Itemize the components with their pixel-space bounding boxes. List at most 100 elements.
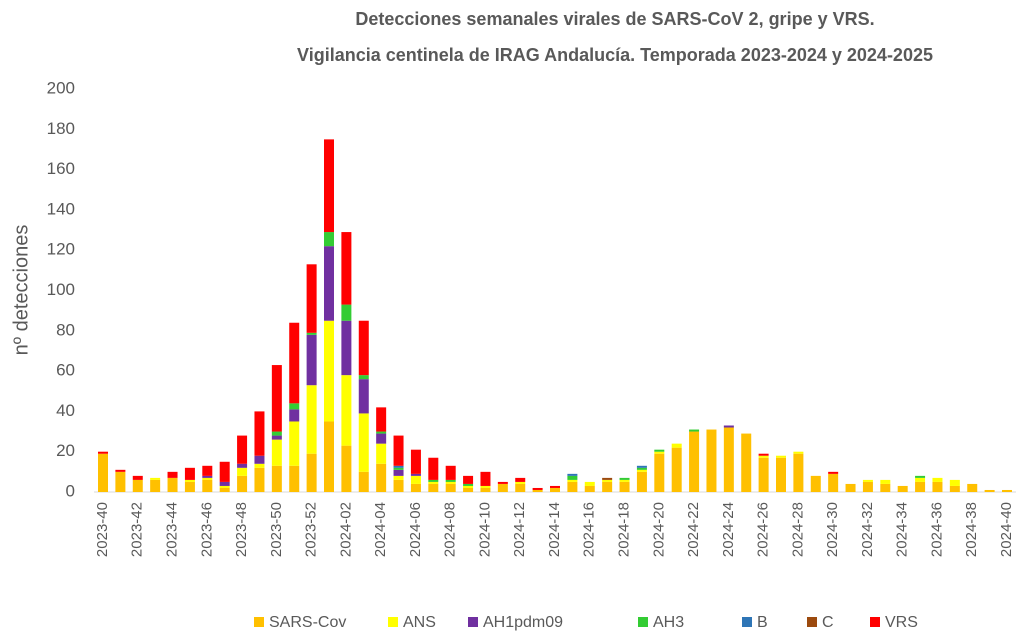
bar-segment — [184, 481, 195, 492]
bar-segment — [237, 467, 248, 476]
bar-segment — [602, 477, 613, 480]
bar-segment — [219, 481, 230, 486]
x-tick-label: 2024-28 — [789, 502, 806, 557]
bar-segment — [584, 485, 595, 492]
bar-segment — [654, 451, 665, 454]
y-tick-label: 140 — [47, 199, 75, 218]
y-tick-label: 20 — [56, 441, 75, 460]
bar-segment — [289, 322, 300, 404]
bar-segment — [324, 421, 334, 492]
bar-segment — [219, 487, 230, 492]
y-tick-label: 40 — [56, 401, 75, 420]
bar-segment — [254, 455, 265, 464]
bar-segment — [636, 471, 647, 492]
bar-segment — [376, 431, 387, 434]
bar-segment — [671, 447, 682, 492]
chart-title: Detecciones semanales virales de SARS-Co… — [355, 9, 874, 29]
x-tick-label: 2024-04 — [372, 502, 389, 557]
x-tick-label: 2024-32 — [859, 502, 876, 557]
bar-segment — [358, 375, 369, 380]
bar-segment — [202, 477, 213, 480]
bar-segment — [776, 455, 786, 458]
bar-segment — [219, 461, 230, 482]
bar-segment — [949, 479, 960, 486]
x-tick-label: 2024-12 — [511, 502, 528, 557]
bar-segment — [376, 433, 387, 444]
bar-segment — [324, 139, 334, 233]
x-tick-label: 2024-06 — [407, 502, 424, 557]
bar-segment — [324, 320, 334, 422]
chart-subtitle: Vigilancia centinela de IRAG Andalucía. … — [297, 45, 933, 65]
bar-segment — [237, 435, 248, 464]
bar-segment — [445, 479, 456, 482]
x-tick-label: 2024-34 — [894, 502, 911, 557]
bar-segment — [254, 467, 265, 492]
bar-segment — [410, 473, 421, 476]
x-tick-label: 2024-16 — [581, 502, 598, 557]
bar-segment — [445, 465, 456, 480]
bar-segment — [393, 469, 404, 476]
bar-segment — [602, 479, 613, 482]
x-tick-label: 2023-50 — [268, 502, 285, 557]
bar-segment — [463, 487, 474, 492]
bar-segment — [306, 453, 317, 492]
x-tick-label: 2024-10 — [476, 502, 493, 557]
bar-segment — [845, 483, 856, 492]
bar-segment — [184, 467, 195, 480]
legend-label: VRS — [885, 614, 918, 631]
bar-segment — [480, 487, 491, 492]
bar-segment — [915, 477, 926, 482]
bar-segment — [463, 483, 474, 486]
legend-swatch — [807, 617, 817, 627]
bar-segment — [150, 477, 161, 480]
bar-segment — [723, 425, 734, 428]
bar-segment — [115, 471, 126, 492]
x-tick-label: 2024-18 — [616, 502, 633, 557]
bar-segment — [150, 479, 161, 492]
bar-segment — [550, 485, 560, 488]
bar-segment — [497, 481, 508, 484]
bar-segment — [636, 467, 647, 470]
bar-segment — [758, 457, 769, 492]
bar-segment — [862, 479, 873, 482]
bar-segment — [723, 427, 734, 492]
bar-segment — [393, 479, 404, 492]
x-tick-label: 2024-38 — [963, 502, 980, 557]
bar-segment — [550, 487, 560, 492]
bar-segment — [341, 304, 352, 321]
bar-segment — [324, 232, 334, 247]
bar-segment — [584, 481, 595, 486]
bar-segment — [636, 465, 647, 468]
bar-segment — [167, 477, 178, 492]
bar-segment — [271, 431, 282, 436]
x-tick-label: 2024-08 — [442, 502, 459, 557]
bar-segment — [428, 483, 439, 492]
bar-segment — [706, 429, 717, 492]
bar-segment — [132, 479, 143, 492]
bar-segment — [689, 429, 700, 432]
bar-segment — [184, 479, 195, 482]
bar-segment — [445, 483, 456, 492]
legend-label: B — [757, 614, 768, 631]
x-tick-label: 2024-22 — [685, 502, 702, 557]
bar-segment — [515, 481, 526, 484]
bar-segment — [463, 485, 474, 488]
x-tick-label: 2023-42 — [129, 502, 146, 557]
x-tick-label: 2024-40 — [998, 502, 1015, 557]
bar-segment — [410, 483, 421, 492]
bar-segment — [289, 421, 300, 466]
bar-segment — [428, 457, 439, 480]
bar-segment — [532, 489, 543, 492]
x-tick-label: 2024-24 — [720, 502, 737, 557]
bar-segment — [880, 479, 891, 484]
x-tick-label: 2024-20 — [650, 502, 667, 557]
bar-segment — [98, 451, 108, 454]
y-tick-label: 200 — [47, 78, 75, 97]
bar-segment — [758, 453, 769, 456]
bar-segment — [202, 479, 213, 492]
x-tick-label: 2023-40 — [94, 502, 111, 557]
y-tick-label: 100 — [47, 280, 75, 299]
bar-segment — [202, 465, 213, 476]
bar-segment — [358, 320, 369, 376]
bar-segment — [341, 232, 352, 305]
